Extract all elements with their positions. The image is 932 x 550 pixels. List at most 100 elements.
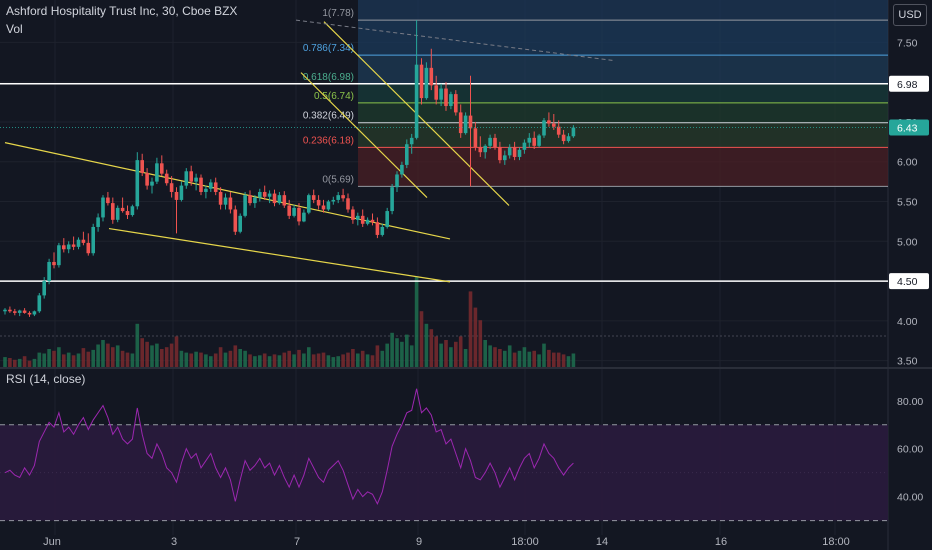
volume-bar [57, 347, 61, 367]
time-tick-label: 16 [715, 536, 727, 548]
candle-body [209, 182, 213, 189]
currency-button[interactable]: USD [893, 4, 927, 26]
candle-body [571, 127, 576, 137]
last-price-badge [889, 119, 929, 136]
volume-bar [556, 352, 561, 367]
volume-bar [498, 349, 502, 367]
volume-bar [503, 350, 507, 367]
volume-bar [130, 353, 135, 367]
volume-label[interactable]: Vol [6, 22, 23, 36]
candle-body [547, 120, 551, 124]
volume-bar [542, 343, 546, 367]
volume-bar [409, 345, 414, 367]
volume-bar [86, 351, 91, 367]
candle-body [130, 206, 135, 216]
volume-bar [400, 341, 404, 367]
candle-body [365, 219, 370, 224]
volume-bar [390, 332, 394, 367]
candle-body [91, 226, 95, 254]
candle-body [228, 197, 233, 210]
candle-body [326, 201, 331, 210]
volume-bar [66, 352, 71, 367]
volume-bar [267, 356, 272, 367]
volume-bar [115, 345, 120, 367]
candle-body [434, 85, 438, 100]
candle-body [311, 195, 316, 200]
volume-bar [199, 352, 203, 367]
candle-body [32, 311, 37, 315]
candle-body [22, 310, 27, 313]
candle-body [405, 144, 409, 165]
rsi-tick-label: 60.00 [897, 444, 923, 456]
volume-bar [22, 356, 27, 367]
volume-bar [375, 345, 380, 367]
candle-body [164, 173, 169, 184]
candle-body [71, 244, 76, 247]
time-tick-label: 9 [416, 536, 422, 548]
candle-body [282, 195, 287, 206]
volume-bar [370, 355, 375, 367]
volume-bar [434, 336, 438, 367]
volume-bar [8, 358, 12, 367]
volume-bar [164, 347, 169, 367]
volume-bar [91, 349, 95, 367]
candle-body [507, 147, 512, 156]
rsi-tick-label: 40.00 [897, 492, 923, 504]
price-axis[interactable]: 7.507.006.506.005.505.004.504.003.5080.0… [0, 37, 929, 504]
volume-bar [62, 354, 66, 367]
volume-bar [47, 349, 51, 367]
volume-bars [3, 277, 576, 367]
candle-body [351, 209, 355, 220]
price-tick-label: 5.00 [897, 236, 918, 248]
volume-bar [326, 355, 331, 367]
volume-bar [17, 358, 22, 367]
candle-body [287, 205, 291, 216]
volume-bar [282, 352, 287, 367]
fib-zone [358, 20, 888, 56]
volume-bar [145, 341, 149, 367]
volume-bar [3, 357, 7, 367]
candle-body [243, 195, 247, 216]
candle-body [385, 211, 389, 227]
volume-bar [307, 347, 311, 367]
candle-body [223, 197, 228, 205]
candle-body [400, 164, 404, 175]
candle-body [341, 195, 345, 199]
volume-bar [204, 354, 208, 367]
candle-body [336, 195, 340, 200]
volume-bar [341, 354, 345, 367]
candle-body [503, 155, 507, 161]
volume-bar [135, 323, 140, 367]
candlestick-series [3, 20, 576, 317]
trendline-channel-lower [300, 72, 428, 198]
symbol-title[interactable]: Ashford Hospitality Trust Inc, 30, Cboe … [6, 4, 238, 18]
candle-body [3, 309, 7, 312]
candle-body [13, 311, 17, 313]
fib-level-label: 0.236(6.18) [303, 135, 354, 146]
volume-bar [292, 354, 296, 367]
candle-body [444, 88, 448, 107]
candle-body [439, 88, 443, 100]
fibonacci-retracement[interactable]: 1(7.78) 0.786(7.34) 0.618(6.98) 0.5(6.74) 0.… [303, 0, 888, 187]
candle-body [135, 160, 140, 207]
candle-body [194, 177, 198, 182]
volume-bar [81, 348, 86, 367]
volume-bar [155, 343, 159, 367]
volume-bar [125, 352, 130, 367]
volume-bar [493, 347, 497, 367]
time-axis[interactable]: Jun 3 7 9 18:00 14 16 18:00 [43, 536, 850, 548]
candle-body [96, 217, 100, 227]
candle-body [66, 244, 71, 250]
volume-bar [424, 323, 429, 367]
candle-body [458, 112, 463, 134]
candle-body [52, 261, 56, 266]
candle-body [454, 94, 458, 113]
rsi-label[interactable]: RSI (14, close) [6, 372, 86, 386]
candle-body [106, 197, 110, 204]
volume-bar [311, 354, 316, 367]
volume-bar [561, 354, 566, 367]
volume-bar [527, 351, 532, 367]
fib-level-label: 0.5(6.74) [314, 91, 354, 102]
volume-bar [287, 350, 291, 367]
